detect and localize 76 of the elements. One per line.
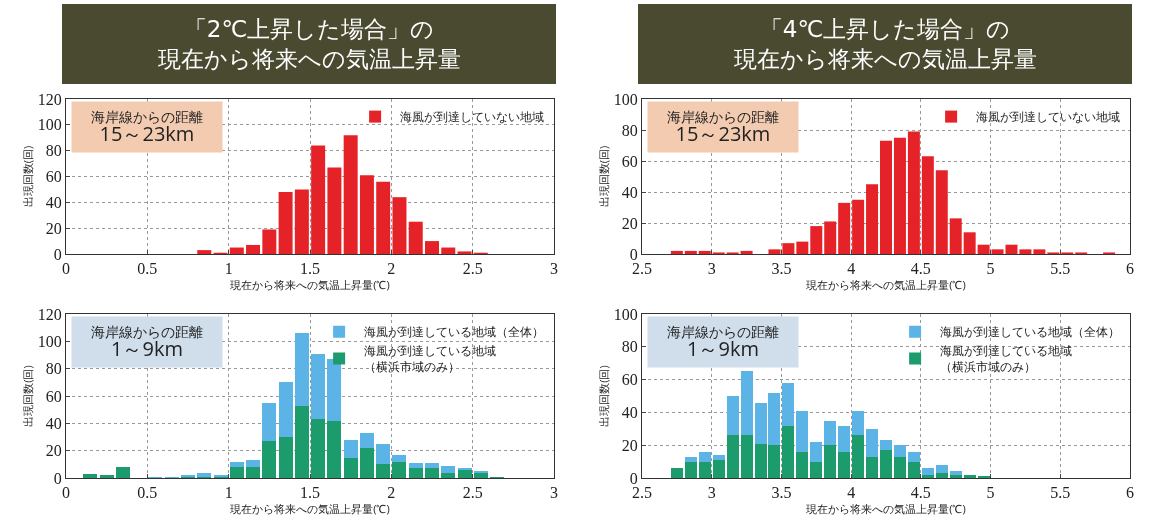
x-tick-label: 5.5 [1050, 484, 1071, 502]
x-tick-label: 1 [224, 484, 233, 502]
x-tick-label: 2.5 [462, 260, 483, 278]
x-tick-label: 2 [387, 260, 396, 278]
chart-title: 「2℃上昇した場合」の [182, 15, 436, 44]
y-tick-label: 120 [37, 305, 62, 323]
y-tick-label: 80 [45, 142, 62, 160]
annotation: 海岸線からの距離 1～9km [667, 322, 779, 362]
y-axis-title: 出現回数(回) [596, 145, 612, 208]
chart-title: 「4℃上昇した場合」の [758, 15, 1012, 44]
x-axis-title: 現在から将来への気温上昇量(℃) [806, 277, 966, 293]
x-tick-label: 2.5 [632, 260, 652, 278]
x-tick-label: 4 [847, 260, 856, 278]
legend-label: 海風が到達している地域（全体） [364, 323, 545, 341]
annotation: 海岸線からの距離 15～23km [91, 107, 203, 147]
x-tick-label: 1.5 [300, 484, 320, 502]
x-tick-label: 4 [847, 484, 856, 502]
x-tick-label: 3 [550, 260, 558, 278]
annotation: 海岸線からの距離 1～9km [91, 322, 203, 362]
x-tick-label: 6 [1126, 484, 1134, 502]
y-tick-label: 60 [45, 387, 62, 405]
x-tick-label: 2 [387, 484, 396, 502]
x-tick-label: 3 [550, 484, 558, 502]
x-tick-label: 4.5 [910, 484, 931, 502]
chart-subtitle: 現在から将来への気温上昇量 [156, 45, 462, 74]
y-tick-label: 100 [37, 116, 62, 134]
y-tick-label: 120 [37, 90, 62, 108]
chart-subtitle: 現在から将来への気温上昇量 [732, 45, 1038, 74]
y-tick-label: 60 [45, 168, 62, 186]
y-tick-label: 40 [621, 404, 638, 421]
y-tick-label: 80 [45, 360, 62, 378]
x-tick-label: 2.5 [462, 484, 483, 502]
y-tick-label: 100 [613, 305, 638, 323]
legend-label: 海風が到達していない地域 [976, 108, 1121, 126]
y-tick-label: 60 [621, 152, 638, 170]
y-tick-label: 40 [45, 193, 62, 211]
legend-label: 海風が到達している地域（横浜市域のみ） [364, 342, 497, 375]
x-tick-label: 2.5 [632, 484, 652, 502]
x-tick-label: 1.5 [300, 260, 320, 278]
x-tick-label: 1 [224, 260, 233, 278]
annotation: 海岸線からの距離 15～23km [667, 107, 779, 147]
x-tick-label: 5 [986, 484, 995, 502]
y-tick-label: 0 [629, 245, 638, 263]
x-tick-label: 3.5 [771, 484, 792, 502]
x-tick-label: 3 [707, 484, 716, 502]
y-tick-label: 80 [621, 338, 638, 356]
y-tick-label: 100 [613, 90, 638, 108]
x-tick-label: 3.5 [771, 260, 792, 278]
x-tick-label: 5.5 [1050, 260, 1071, 278]
y-tick-label: 20 [621, 214, 638, 232]
legend-label: 海風が到達していない地域 [400, 108, 545, 126]
y-tick-label: 40 [45, 414, 62, 432]
x-tick-label: 0.5 [137, 484, 158, 502]
x-tick-label: 3 [707, 260, 716, 278]
legend-label: 海風が到達している地域（横浜市域のみ） [940, 342, 1073, 375]
y-tick-label: 100 [37, 332, 62, 350]
x-tick-label: 4.5 [910, 260, 931, 278]
y-tick-label: 20 [45, 219, 62, 237]
y-tick-label: 0 [53, 469, 62, 487]
x-tick-label: 5 [986, 260, 995, 278]
y-tick-label: 40 [621, 183, 638, 201]
y-axis-title: 出現回数(回) [20, 145, 36, 208]
y-tick-label: 80 [621, 121, 638, 139]
legend-label: 海風が到達している地域（全体） [940, 323, 1121, 341]
y-tick-label: 0 [53, 245, 62, 263]
x-axis-title: 現在から将来への気温上昇量(℃) [230, 501, 390, 517]
x-axis-title: 現在から将来への気温上昇量(℃) [230, 277, 390, 293]
y-tick-label: 0 [629, 469, 638, 487]
y-tick-label: 20 [45, 442, 62, 460]
y-axis-title: 出現回数(回) [20, 365, 36, 427]
y-axis-title: 出現回数(回) [596, 365, 612, 427]
x-tick-label: 0.5 [137, 260, 158, 278]
x-tick-label: 6 [1126, 260, 1134, 278]
x-axis-title: 現在から将来への気温上昇量(℃) [806, 501, 966, 517]
y-tick-label: 20 [621, 436, 638, 454]
y-tick-label: 60 [621, 371, 638, 389]
